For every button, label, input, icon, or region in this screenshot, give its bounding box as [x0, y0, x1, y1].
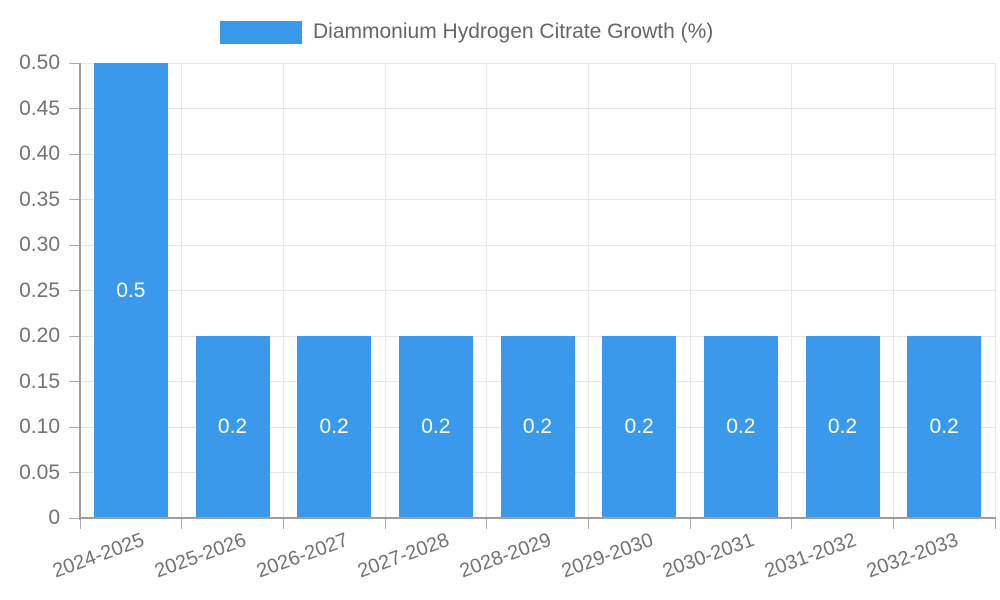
- h-gridline: [80, 290, 995, 291]
- x-tick-label: 2030-2031: [659, 529, 758, 583]
- x-tick-mark: [282, 519, 284, 529]
- v-gridline: [994, 63, 996, 518]
- plot-area: 0.5 0.2 0.2 0.2 0.2 0.2 0.2 0.2 0.2: [69, 62, 996, 529]
- y-tick-mark: [69, 199, 79, 200]
- y-tick-mark: [69, 472, 79, 473]
- y-axis-line: [79, 63, 81, 520]
- v-gridline: [892, 63, 894, 518]
- y-tick-label: 0.10: [19, 415, 60, 438]
- x-tick-mark: [791, 519, 793, 529]
- h-gridline: [80, 244, 995, 246]
- y-tick-label: 0.25: [19, 278, 60, 302]
- x-tick-label: 2028-2029: [456, 529, 555, 583]
- y-tick-mark: [69, 108, 79, 109]
- y-tick-label: 0.50: [19, 51, 60, 74]
- v-gridline: [181, 63, 183, 518]
- bar-value-label: 0.2: [726, 415, 756, 438]
- x-tick-mark: [587, 519, 589, 529]
- bar-2031-2032[interactable]: 0.2: [805, 336, 880, 518]
- v-gridline: [587, 63, 589, 518]
- y-tick-label: 0.15: [19, 369, 60, 393]
- bar-2028-2029[interactable]: 0.2: [500, 336, 575, 518]
- h-gridline: [80, 62, 995, 64]
- y-tick-mark: [69, 62, 79, 64]
- y-tick-label: 0: [48, 506, 60, 529]
- v-gridline: [689, 63, 691, 518]
- bar-value-label: 0.2: [624, 415, 654, 438]
- x-tick-label: 2031-2032: [761, 529, 860, 583]
- x-tick-mark: [892, 519, 894, 529]
- x-axis-line: [79, 517, 996, 519]
- x-tick-mark: [486, 519, 488, 529]
- v-gridline: [486, 63, 488, 518]
- x-tick-mark: [384, 519, 386, 529]
- bar-value-label: 0.2: [217, 415, 248, 438]
- h-gridline: [80, 153, 995, 155]
- y-tick-label: 0.35: [19, 187, 60, 211]
- y-tick-label: 0.20: [19, 324, 60, 347]
- bar-value-label: 0.2: [319, 415, 349, 438]
- h-gridline: [80, 199, 995, 200]
- x-tick-mark: [181, 519, 183, 529]
- bar-2026-2027[interactable]: 0.2: [297, 336, 372, 518]
- x-tick-label: 2029-2030: [558, 529, 656, 583]
- x-tick-mark: [689, 519, 691, 529]
- y-tick-label: 0.45: [19, 96, 60, 120]
- y-tick-label: 0.40: [19, 142, 60, 165]
- x-tick-label: 2032-2033: [863, 529, 961, 583]
- y-tick-label: 0.30: [19, 233, 60, 256]
- x-tick-label: 2027-2028: [354, 529, 453, 583]
- bar-value-label: 0.5: [116, 278, 146, 302]
- y-tick-mark: [69, 517, 79, 519]
- y-tick-mark: [69, 381, 79, 382]
- v-gridline: [791, 63, 793, 518]
- x-tick-mark: [994, 519, 996, 529]
- bar-2024-2025[interactable]: 0.5: [93, 63, 168, 518]
- y-tick-mark: [69, 335, 79, 337]
- bar-2029-2030[interactable]: 0.2: [602, 336, 677, 518]
- x-tick-label: 2024-2025: [49, 529, 148, 583]
- bar-2030-2031[interactable]: 0.2: [703, 336, 778, 518]
- bar-2032-2033[interactable]: 0.2: [907, 336, 982, 518]
- bar-value-label: 0.2: [522, 415, 553, 438]
- legend-label: Diammonium Hydrogen Citrate Growth (%): [313, 20, 714, 43]
- legend-item[interactable]: Diammonium Hydrogen Citrate Growth (%): [220, 20, 713, 44]
- bar-2025-2026[interactable]: 0.2: [195, 336, 270, 518]
- x-tick-mark: [79, 519, 81, 529]
- h-gridline: [80, 108, 995, 109]
- x-tick-label: 2026-2027: [253, 529, 351, 583]
- bar-value-label: 0.2: [929, 415, 959, 438]
- bar-2027-2028[interactable]: 0.2: [398, 336, 473, 518]
- v-gridline: [282, 63, 284, 518]
- y-tick-mark: [69, 426, 79, 428]
- bar-value-label: 0.2: [421, 415, 451, 438]
- y-tick-mark: [69, 153, 79, 155]
- bar-value-label: 0.2: [827, 415, 858, 438]
- legend-swatch: [220, 20, 302, 44]
- y-tick-mark: [69, 290, 79, 291]
- y-tick-label: 0.05: [19, 460, 60, 484]
- v-gridline: [384, 63, 386, 518]
- y-tick-mark: [69, 244, 79, 246]
- x-tick-label: 2025-2026: [151, 529, 250, 583]
